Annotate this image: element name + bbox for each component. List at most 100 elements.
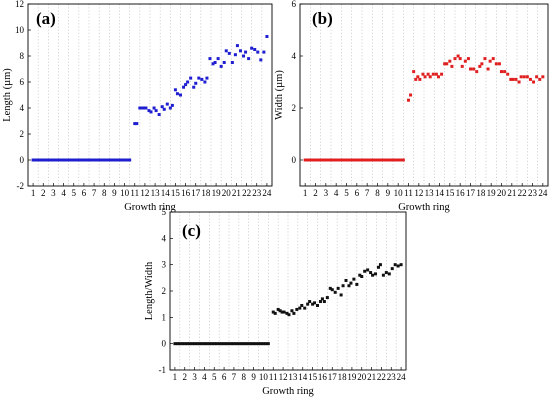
x-tick-label: 8	[102, 188, 107, 198]
x-tick-label: 4	[61, 188, 66, 198]
plot-frame	[27, 3, 273, 187]
data-point	[54, 158, 58, 162]
data-point	[428, 75, 432, 79]
x-tick-label: 13	[151, 188, 161, 198]
data-point	[266, 342, 270, 346]
data-point	[173, 342, 177, 346]
data-point	[303, 306, 307, 310]
x-tick-label: 12	[414, 188, 423, 198]
y-tick-label: 2	[292, 103, 297, 113]
data-point	[285, 311, 289, 315]
data-point	[140, 106, 144, 110]
y-tick-label: 0	[20, 155, 25, 165]
x-tick-label: 16	[181, 188, 191, 198]
data-point	[97, 158, 101, 162]
data-point	[336, 286, 340, 290]
x-tick-label: 6	[82, 188, 87, 198]
data-point	[478, 64, 482, 68]
x-tick-label: 2	[183, 372, 188, 382]
data-point	[349, 281, 353, 285]
data-point	[414, 77, 418, 81]
data-point	[216, 57, 220, 61]
data-point	[339, 158, 343, 162]
data-point	[475, 70, 479, 74]
data-point	[250, 46, 254, 50]
x-tick-label: 5	[212, 372, 217, 382]
x-tick-label: 1	[173, 372, 178, 382]
data-point	[238, 49, 242, 53]
data-point	[345, 158, 348, 162]
data-point	[242, 54, 246, 58]
y-tick-label: 3	[162, 260, 167, 270]
y-tick-label: 0	[162, 339, 167, 349]
x-tick-label: 24	[262, 188, 272, 198]
data-point	[486, 67, 490, 71]
data-point	[440, 72, 444, 76]
data-point	[77, 158, 81, 162]
data-point	[443, 62, 447, 66]
y-tick-label: 4	[20, 103, 25, 113]
data-point	[423, 75, 427, 79]
chart-panel-2: 1 2 3 4 5 6 7 8 9 10 11 12 13 14 15 16 17 18 19 20 21 22 23 240…	[274, 0, 549, 213]
data-point	[112, 158, 116, 162]
data-point	[316, 158, 320, 162]
data-point	[202, 342, 206, 346]
data-point	[436, 75, 440, 79]
data-point	[300, 303, 304, 307]
data-point	[265, 35, 269, 38]
x-tick-label: 15	[171, 188, 181, 198]
data-point	[373, 158, 377, 162]
data-point	[210, 342, 214, 346]
data-point	[105, 158, 109, 162]
data-point	[388, 158, 392, 162]
x-tick-label: 19	[212, 188, 222, 198]
data-point	[205, 76, 209, 80]
data-point	[179, 93, 182, 97]
panel-label: (c)	[182, 221, 201, 240]
x-axis-label: Growth ring	[262, 386, 314, 397]
data-point	[369, 271, 373, 275]
data-point	[311, 158, 315, 162]
data-point	[203, 80, 207, 84]
y-tick-label: 12	[15, 0, 24, 9]
y-tick-label: 8	[20, 51, 25, 61]
data-point	[232, 342, 236, 346]
data-point	[165, 102, 169, 106]
y-tick-label: -2	[17, 181, 25, 191]
data-point	[313, 301, 317, 305]
data-point	[230, 61, 234, 64]
data-point	[72, 158, 76, 162]
data-point	[46, 158, 50, 162]
data-point	[329, 158, 333, 162]
data-point	[229, 342, 233, 346]
data-point	[517, 80, 521, 84]
data-point	[387, 272, 391, 276]
data-point	[152, 106, 156, 110]
x-tick-label: 18	[476, 188, 486, 198]
data-point	[509, 77, 513, 81]
data-point	[264, 342, 268, 346]
data-point	[211, 62, 215, 66]
data-point	[456, 54, 460, 58]
data-point	[308, 300, 312, 304]
data-point	[341, 284, 345, 288]
data-point	[125, 158, 129, 162]
data-point	[222, 61, 226, 64]
x-tick-label: 11	[269, 372, 278, 382]
data-point	[363, 158, 367, 162]
data-point	[412, 70, 416, 74]
data-point	[480, 62, 484, 66]
plot-frame	[169, 211, 407, 371]
y-tick-label: 6	[20, 77, 25, 87]
x-tick-label: 21	[232, 188, 241, 198]
x-tick-label: 7	[92, 188, 97, 198]
x-tick-label: 21	[367, 372, 376, 382]
data-point	[67, 158, 71, 162]
data-point	[144, 106, 148, 110]
data-point	[528, 77, 532, 81]
data-point	[334, 158, 338, 162]
x-tick-label: 3	[51, 188, 56, 198]
x-tick-label: 17	[191, 188, 201, 198]
data-point	[466, 57, 470, 61]
data-point	[205, 342, 209, 346]
